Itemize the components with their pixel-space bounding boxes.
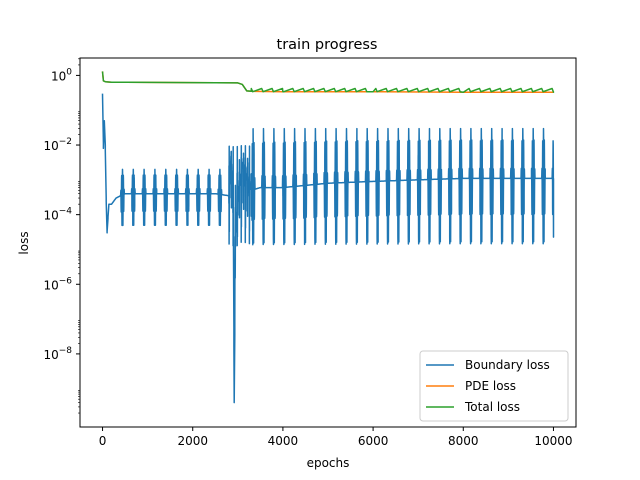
y-tick-label: 10−6: [43, 276, 72, 292]
series-layer: [101, 71, 555, 404]
x-tick-label: 0: [99, 434, 107, 448]
legend-label: PDE loss: [465, 379, 516, 393]
y-axis: 100 10−2 10−4 10−6 10−8: [43, 58, 80, 414]
y-tick-label: 100: [51, 67, 72, 83]
legend-label: Total loss: [464, 400, 520, 414]
legend: Boundary loss PDE loss Total loss: [419, 350, 569, 422]
plot-area: [79, 57, 577, 428]
y-tick-label: 10−4: [43, 207, 72, 223]
x-tick-label: 2000: [177, 434, 208, 448]
y-axis-label: loss: [17, 231, 31, 254]
chart-title: train progress: [277, 37, 378, 53]
x-axis-label: epochs: [307, 456, 350, 470]
legend-box: [419, 350, 569, 422]
x-axis: 0 2000 4000 6000 8000 10000: [99, 427, 573, 448]
plot-border: [79, 57, 577, 428]
legend-label: Boundary loss: [465, 358, 550, 372]
x-tick-label: 10000: [534, 434, 572, 448]
x-tick-label: 4000: [268, 434, 299, 448]
series-line-boundary-loss: [101, 93, 555, 404]
y-tick-label: 10−2: [43, 137, 72, 153]
x-tick-label: 8000: [448, 434, 479, 448]
y-tick-label: 10−8: [43, 346, 72, 362]
series-line-total-loss: [101, 71, 555, 93]
x-tick-label: 6000: [358, 434, 389, 448]
